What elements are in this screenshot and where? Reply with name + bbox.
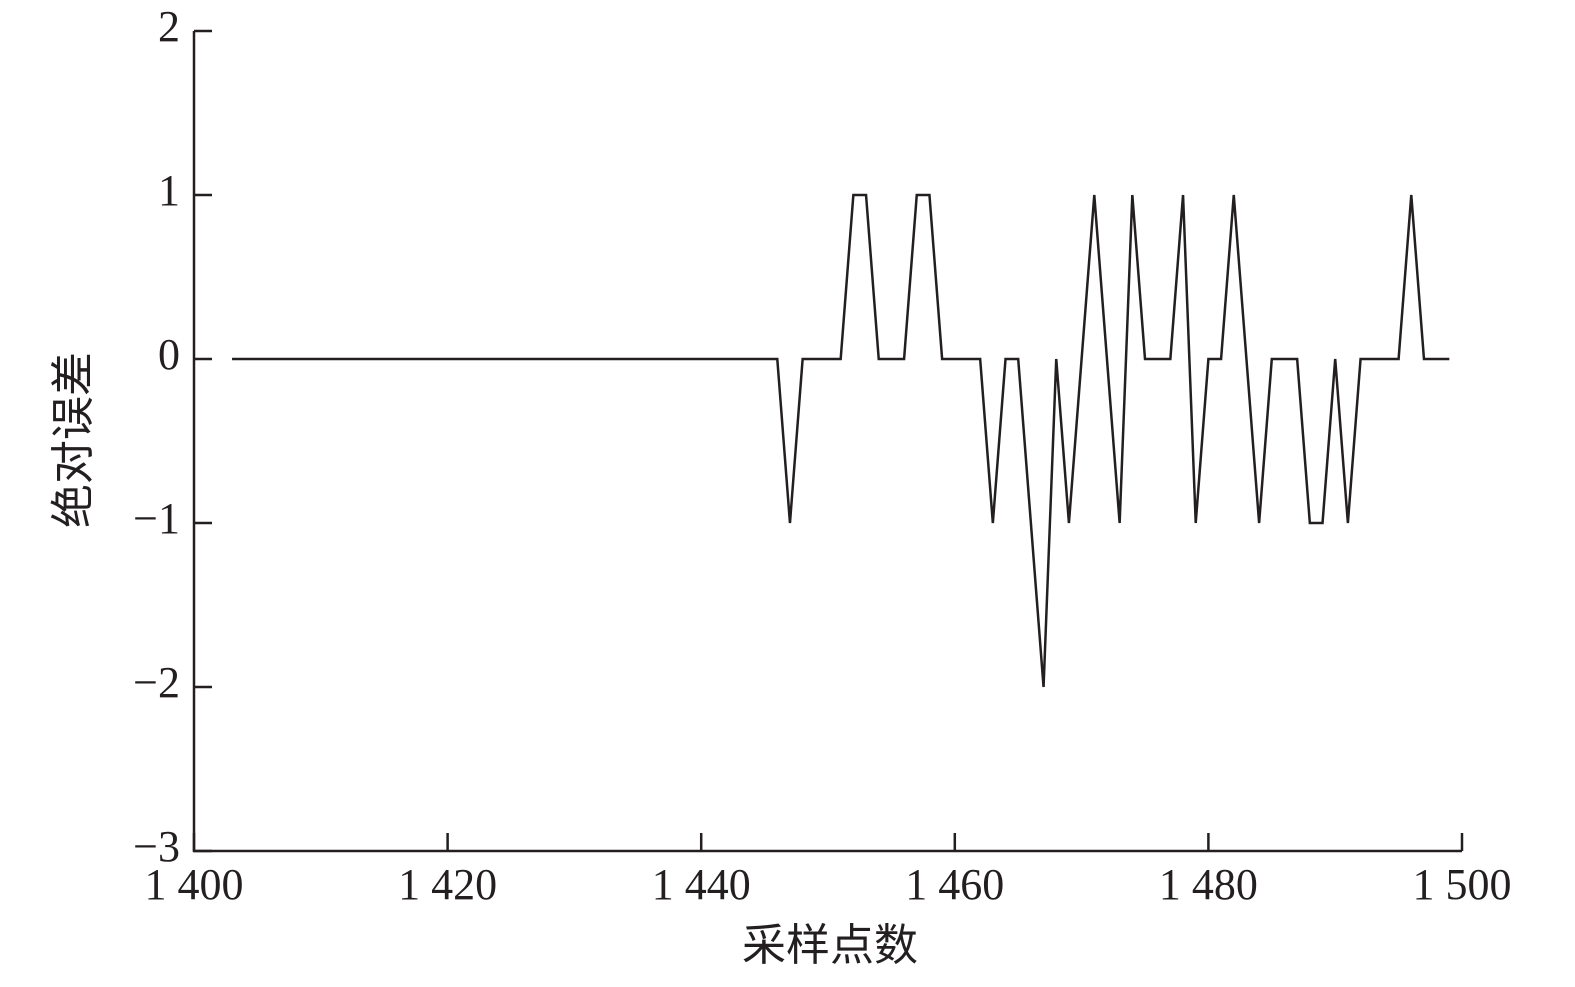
y-tick-label: 1 [158,166,180,215]
x-tick-label: 1 400 [145,860,244,909]
x-tick-label: 1 460 [905,860,1004,909]
y-axis-label: 绝对误差 [49,352,98,528]
y-tick-label: 2 [158,2,180,51]
y-tick-label: −3 [133,822,180,871]
x-tick-label: 1 440 [652,860,751,909]
x-tick-label: 1 500 [1413,860,1512,909]
x-axis-label: 采样点数 [742,921,918,970]
y-tick-label: −1 [133,494,180,543]
data-line [232,193,1450,688]
y-tick-label: −2 [133,658,180,707]
x-tick-label: 1 420 [398,860,497,909]
y-tick-label: 0 [158,330,180,379]
x-tick-label: 1 480 [1159,860,1258,909]
axes [192,31,1462,853]
